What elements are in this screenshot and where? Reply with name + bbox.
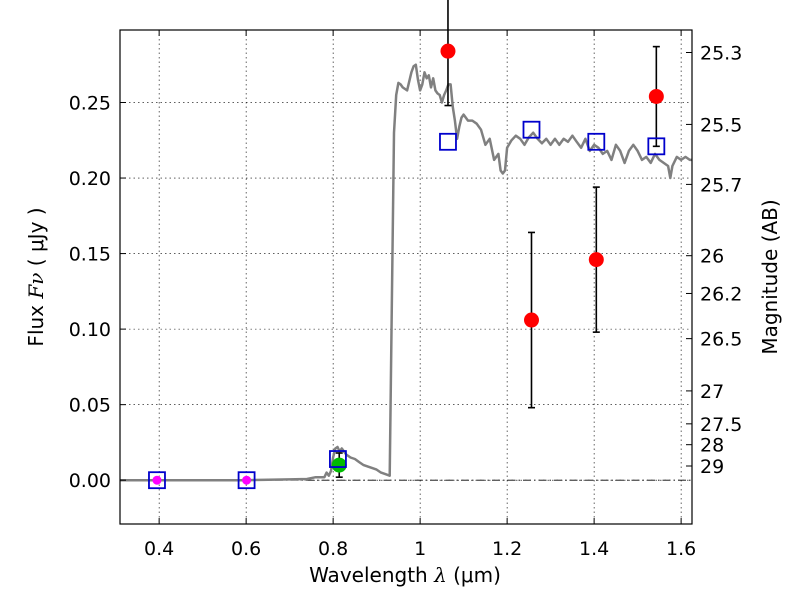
magnitude-tick-label: 27.5: [700, 414, 742, 436]
magnitude-tick-label: 25.7: [700, 174, 742, 196]
y-tick-label: 0.25: [69, 93, 111, 115]
magnitude-tick-label: 27: [700, 381, 724, 403]
x-tick-label: 1: [414, 538, 426, 560]
nondetection-point: [242, 475, 252, 485]
x-tick-label: 1.4: [579, 538, 609, 560]
magnitude-tick-label: 25.5: [700, 114, 742, 136]
magnitude-tick-label: 26.5: [700, 329, 742, 351]
detection-point: [648, 88, 664, 104]
model-photometry-square: [148, 471, 166, 490]
y-tick-label: 0.15: [69, 244, 111, 266]
x-axis-label: Wavelength λ (μm): [309, 563, 501, 587]
data-series: [120, 0, 692, 490]
y-tick-label: 0.10: [69, 319, 111, 341]
magnitude-tick-label: 29: [700, 456, 724, 478]
axes-frame: [119, 29, 693, 525]
plot-frame: [119, 29, 693, 525]
y-tick-label: 0.00: [69, 470, 111, 492]
model-photometry-square: [329, 450, 347, 468]
y-tick-label: 0.05: [69, 395, 111, 417]
magnitude-axis-label: Magnitude (AB): [758, 199, 782, 354]
x-tick-label: 0.8: [318, 538, 348, 560]
magnitude-tick-label: 26.2: [700, 283, 742, 305]
grid: [120, 30, 692, 524]
x-tick-label: 0.6: [231, 538, 261, 560]
y-axis-label: Flux Fν ( μJy ): [24, 207, 48, 346]
nondetection-point: [152, 475, 162, 485]
x-tick-label: 1.6: [666, 538, 696, 560]
magnitude-tick-label: 25.3: [700, 43, 742, 65]
model-photometry-square: [439, 132, 457, 151]
x-tick-label: 0.4: [144, 538, 174, 560]
tick-labels: 0.4 0.6 0.8 1 1.2 1.4 1.6 0.00 0.05 0.10 0.15 0.20 0…: [69, 43, 743, 560]
magnitude-tick-label: 28: [700, 435, 724, 457]
optical-detection-point: [331, 457, 347, 473]
model-photometry-square: [647, 137, 666, 156]
model-sed-line: [120, 63, 692, 482]
y-tick-label: 0.20: [69, 168, 111, 190]
model-photometry-square: [587, 132, 606, 151]
detection-point: [523, 312, 539, 328]
x-tick-label: 1.2: [492, 538, 522, 560]
model-photometry-square: [237, 471, 256, 490]
detection-point: [588, 252, 604, 268]
magnitude-tick-label: 26: [700, 246, 724, 268]
detection-point: [440, 43, 456, 59]
model-photometry-square: [522, 120, 541, 139]
